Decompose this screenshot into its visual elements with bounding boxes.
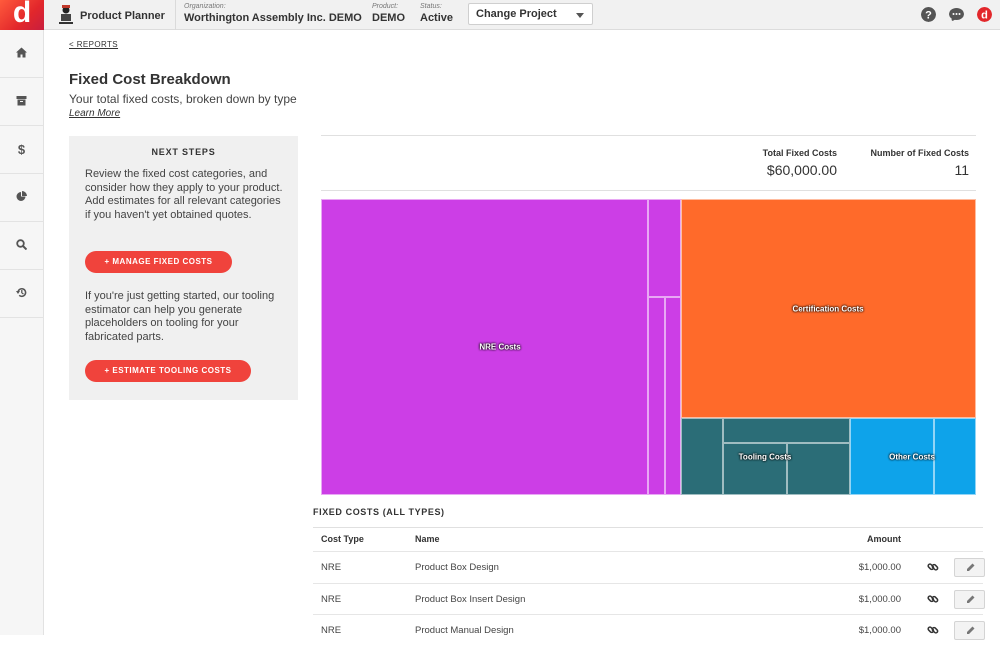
home-icon: [16, 47, 27, 58]
history-icon: [16, 288, 27, 298]
link-icon[interactable]: [927, 593, 939, 605]
cost-type-cell: NRE: [321, 593, 342, 605]
treemap-tile-nre[interactable]: [648, 199, 681, 297]
tooling-estimator-text: If you're just getting started, our tool…: [85, 290, 275, 343]
fixed-costs-table-title: FIXED COSTS (ALL TYPES): [313, 507, 445, 517]
manage-fixed-costs-button[interactable]: + MANAGE FIXED COSTS: [85, 251, 232, 273]
link-icon[interactable]: [927, 624, 939, 636]
cost-type-cell: NRE: [321, 625, 342, 636]
amount-cell: $1,000.00: [858, 625, 901, 636]
column-header-amount[interactable]: Amount: [867, 534, 901, 544]
treemap-tile-tooling[interactable]: [787, 443, 850, 495]
column-header-cost-type[interactable]: Cost Type: [321, 534, 364, 544]
pencil-icon: [967, 563, 975, 571]
svg-text:?: ?: [925, 10, 932, 22]
edit-button[interactable]: [954, 558, 985, 577]
treemap-label-tooling: Tooling Costs: [738, 452, 792, 462]
treemap-label-nre: NRE Costs: [479, 342, 521, 352]
amount-cell: $1,000.00: [858, 593, 901, 605]
table-row: NRE Product Box Insert Design $1,000.00: [313, 582, 985, 614]
organization-info: Organization: Worthington Assembly Inc. …: [184, 2, 362, 25]
organization-value: Worthington Assembly Inc. DEMO: [184, 12, 362, 24]
amount-cell: $1,000.00: [858, 562, 901, 573]
sidebar-item-search[interactable]: [0, 222, 44, 270]
pie-chart-icon: [16, 191, 27, 201]
divider: [321, 190, 976, 191]
sidebar: $: [0, 30, 44, 635]
chevron-down-icon: [576, 13, 584, 18]
brand-logo[interactable]: d: [0, 0, 44, 30]
edit-button[interactable]: [954, 621, 985, 640]
treemap-label-certification: Certification Costs: [792, 304, 864, 314]
search-icon: [16, 239, 27, 250]
name-cell: Product Manual Design: [415, 625, 514, 636]
sidebar-item-history[interactable]: [0, 270, 44, 318]
treemap-label-other: Other Costs: [889, 452, 935, 462]
chat-icon[interactable]: [949, 7, 964, 22]
link-icon[interactable]: [927, 561, 939, 573]
cost-type-cell: NRE: [321, 562, 342, 573]
help-icon[interactable]: ?: [921, 7, 936, 22]
treemap-tile-other[interactable]: [850, 418, 934, 495]
dollar-icon: $: [18, 143, 26, 155]
treemap-tile-tooling[interactable]: [723, 418, 850, 443]
total-fixed-costs-value: $60,000.00: [766, 162, 837, 178]
sidebar-item-reports[interactable]: [0, 174, 44, 222]
sidebar-item-archive[interactable]: [0, 78, 44, 126]
total-fixed-costs-label: Total Fixed Costs: [762, 148, 837, 158]
next-steps-text: Review the fixed cost categories, and co…: [85, 168, 283, 221]
sidebar-item-costs[interactable]: $: [0, 126, 44, 174]
name-cell: Product Box Insert Design: [415, 593, 526, 605]
sidebar-item-home[interactable]: [0, 30, 44, 78]
status-label: Status:: [420, 3, 442, 10]
column-header-name[interactable]: Name: [415, 534, 440, 544]
pencil-icon: [967, 595, 975, 603]
status-value: Active: [420, 12, 454, 24]
treemap-tile-other[interactable]: [934, 418, 976, 495]
divider: [175, 0, 176, 30]
estimate-tooling-costs-button[interactable]: + ESTIMATE TOOLING COSTS: [85, 360, 251, 382]
product-planner-logo-icon: [59, 5, 73, 24]
learn-more-link[interactable]: Learn More: [69, 108, 121, 119]
status-info: Status: Active: [420, 2, 453, 25]
table-row: NRE Product Manual Design $1,000.00: [313, 614, 985, 645]
svg-text:$: $: [18, 143, 26, 155]
name-cell: Product Box Design: [415, 562, 499, 573]
treemap-tile-nre[interactable]: [648, 297, 665, 495]
pencil-icon: [967, 626, 975, 634]
page-title: Fixed Cost Breakdown: [69, 71, 231, 88]
divider: [313, 527, 983, 528]
archive-icon: [16, 96, 27, 106]
divider: [321, 135, 976, 136]
fixed-costs-count-label: Number of Fixed Costs: [870, 148, 969, 158]
fixed-costs-count-value: 11: [954, 162, 969, 178]
treemap-tile-nre[interactable]: [665, 297, 681, 495]
treemap-tile-tooling[interactable]: [681, 418, 723, 495]
treemap-tile-certification[interactable]: [681, 199, 976, 418]
next-steps-panel: NEXT STEPS Review the fixed cost categor…: [69, 136, 298, 400]
change-project-select[interactable]: Change Project: [468, 3, 593, 25]
treemap-tile-tooling[interactable]: [723, 443, 787, 495]
next-steps-title: NEXT STEPS: [151, 147, 216, 157]
app-name: Product Planner: [80, 10, 165, 22]
svg-text:d: d: [981, 10, 988, 22]
treemap-tile-nre[interactable]: [321, 199, 648, 495]
change-project-label: Change Project: [476, 8, 557, 20]
organization-label: Organization:: [184, 3, 226, 10]
edit-button[interactable]: [954, 589, 985, 609]
back-to-reports-link[interactable]: < REPORTS: [69, 40, 119, 49]
page-subtitle: Your total fixed costs, broken down by t…: [69, 92, 297, 106]
top-bar: d Product Planner Organization: Worthing…: [0, 0, 1000, 30]
user-avatar-icon[interactable]: d: [977, 7, 992, 22]
product-info: Product: DEMO: [372, 2, 405, 25]
product-label: Product:: [372, 3, 399, 10]
table-row: NRE Product Box Design $1,000.00: [313, 551, 985, 582]
product-value: DEMO: [372, 12, 405, 24]
fixed-cost-treemap: NRE Costs Certification Costs Tooling Co…: [321, 199, 976, 495]
